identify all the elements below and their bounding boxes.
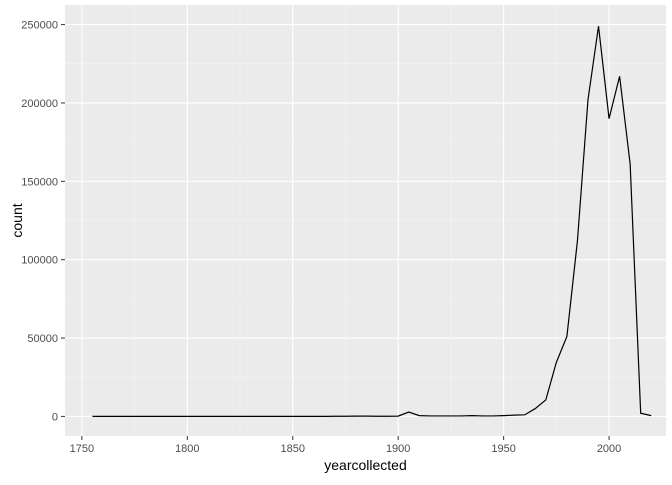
x-tick-label: 1900 bbox=[386, 443, 410, 455]
major-gridlines bbox=[65, 5, 666, 436]
y-tick-label: 200000 bbox=[21, 98, 58, 110]
x-tick-label: 1850 bbox=[281, 443, 305, 455]
x-tick-label: 1800 bbox=[175, 443, 199, 455]
x-axis-title: yearcollected bbox=[324, 457, 407, 473]
x-tick-label: 1950 bbox=[491, 443, 515, 455]
y-tick-label: 0 bbox=[52, 411, 58, 423]
series-line bbox=[92, 26, 652, 418]
y-tick-label: 250000 bbox=[21, 20, 58, 32]
minor-gridlines bbox=[65, 5, 666, 436]
y-axis-title: count bbox=[9, 203, 25, 237]
x-tick-label: 1750 bbox=[70, 443, 94, 455]
x-tick-label: 2000 bbox=[597, 443, 621, 455]
y-tick-label: 100000 bbox=[21, 255, 58, 267]
y-tick-label: 150000 bbox=[21, 176, 58, 188]
x-axis-ticks: 1750 1800 1850 1900 1950 2000 bbox=[70, 436, 621, 455]
y-axis-ticks: 0 50000 100000 150000 200000 250000 bbox=[21, 20, 65, 423]
y-tick-label: 50000 bbox=[27, 333, 58, 345]
